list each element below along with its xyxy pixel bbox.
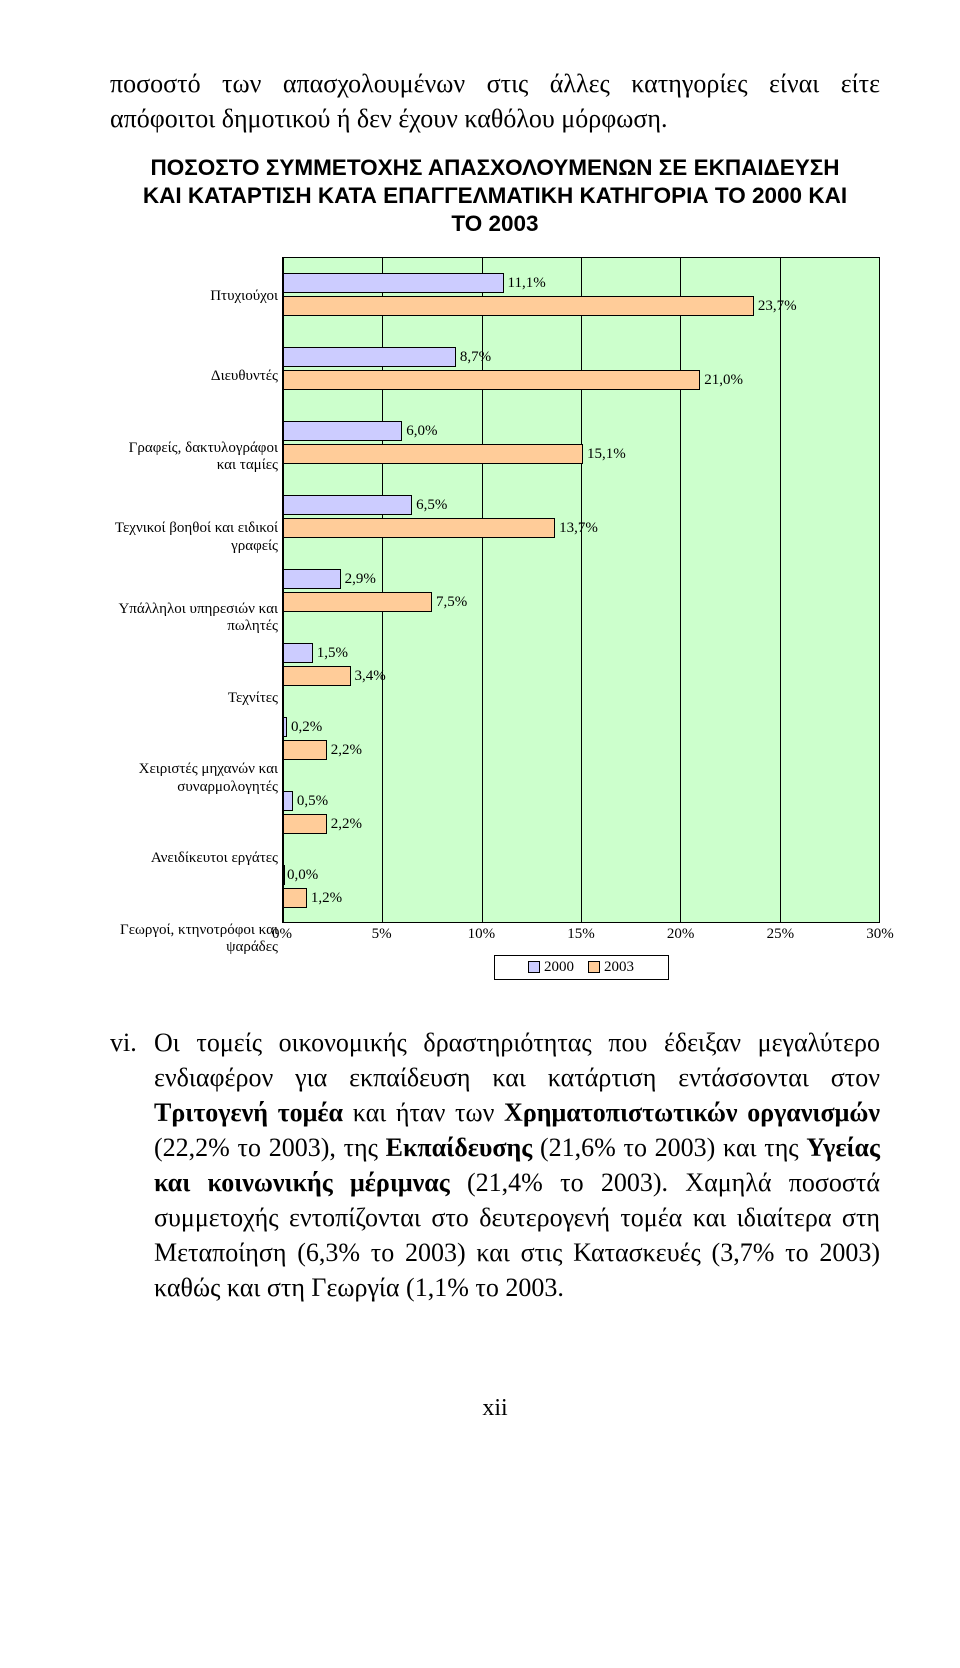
- value-label-2000: 8,7%: [456, 347, 491, 367]
- category-labels: ΠτυχιούχοιΔιευθυντέςΓραφείς, δακτυλογράφ…: [110, 257, 282, 980]
- x-tick: 30%: [866, 926, 894, 943]
- value-label-2000: 0,0%: [283, 865, 318, 885]
- value-label-2003: 2,2%: [327, 814, 362, 834]
- value-label-2000: 0,2%: [287, 717, 322, 737]
- bar-2000: [283, 347, 456, 367]
- value-label-2000: 1,5%: [313, 643, 348, 663]
- bar-2000: [283, 791, 293, 811]
- bar-2003: [283, 370, 700, 390]
- category-label: Διευθυντές: [110, 340, 278, 414]
- legend: 2000 2003: [494, 955, 669, 980]
- page-number: xii: [110, 1395, 880, 1422]
- category-label: Χειριστές μηχανών και συναρμολογητές: [110, 742, 278, 816]
- value-label-2000: 11,1%: [504, 273, 546, 293]
- x-tick: 25%: [767, 926, 795, 943]
- body-paragraph-text: Οι τομείς οικονομικής δραστηριότητας που…: [154, 1025, 880, 1306]
- chart: ΠτυχιούχοιΔιευθυντέςΓραφείς, δακτυλογράφ…: [110, 257, 880, 980]
- value-label-2003: 13,7%: [555, 518, 598, 538]
- gridline: [780, 258, 781, 922]
- legend-item-2000: 2000: [528, 959, 574, 976]
- legend-item-2003: 2003: [588, 959, 634, 976]
- intro-paragraph: ποσοστό των απασχολουμένων στις άλλες κα…: [110, 66, 880, 136]
- bar-2000: [283, 643, 313, 663]
- legend-swatch-2000: [528, 961, 540, 973]
- bar-2003: [283, 666, 351, 686]
- x-tick: 10%: [468, 926, 496, 943]
- category-label: Γεωργοί, κτηνοτρόφοι και ψαράδες: [110, 902, 278, 976]
- value-label-2000: 6,0%: [402, 421, 437, 441]
- plot-area: 11,1% 23,7% 8,7% 21,0% 6,0% 15,1% 6,5% 13,7% 2,9…: [282, 257, 880, 923]
- category-label: Τεχνικοί βοηθοί και ειδικοί γραφείς: [110, 501, 278, 575]
- value-label-2003: 2,2%: [327, 740, 362, 760]
- category-label: Γραφείς, δακτυλογράφοι και ταμίες: [110, 420, 278, 494]
- bar-2000: [283, 569, 341, 589]
- bar-2000: [283, 421, 402, 441]
- legend-label-2003: 2003: [604, 959, 634, 976]
- bar-2003: [283, 444, 583, 464]
- category-label: Τεχνίτες: [110, 661, 278, 735]
- value-label-2003: 21,0%: [700, 370, 743, 390]
- x-axis: 0%5%10%15%20%25%30%: [282, 923, 880, 945]
- value-label-2000: 2,9%: [341, 569, 376, 589]
- bar-2003: [283, 296, 754, 316]
- gridline: [581, 258, 582, 922]
- value-label-2000: 6,5%: [412, 495, 447, 515]
- bar-2003: [283, 888, 307, 908]
- bar-2003: [283, 518, 555, 538]
- category-label: Ανειδίκευτοι εργάτες: [110, 822, 278, 896]
- chart-title: ΠΟΣΟΣΤΟ ΣΥΜΜΕΤΟΧΗΣ ΑΠΑΣΧΟΛΟΥΜΕΝΩΝ ΣΕ ΕΚΠ…: [140, 154, 850, 238]
- x-tick: 5%: [372, 926, 392, 943]
- gridline: [680, 258, 681, 922]
- value-label-2003: 1,2%: [307, 888, 342, 908]
- value-label-2003: 7,5%: [432, 592, 467, 612]
- list-marker: vi.: [110, 1025, 154, 1306]
- legend-label-2000: 2000: [544, 959, 574, 976]
- body-paragraph: vi. Οι τομείς οικονομικής δραστηριότητας…: [110, 1025, 880, 1306]
- value-label-2003: 3,4%: [351, 666, 386, 686]
- bar-2000: [283, 495, 412, 515]
- category-label: Υπάλληλοι υπηρεσιών και πωλητές: [110, 581, 278, 655]
- bar-2003: [283, 814, 327, 834]
- x-tick: 0%: [272, 926, 292, 943]
- x-tick: 15%: [567, 926, 595, 943]
- value-label-2003: 15,1%: [583, 444, 626, 464]
- bar-2000: [283, 273, 504, 293]
- gridline: [879, 258, 880, 922]
- x-tick: 20%: [667, 926, 695, 943]
- value-label-2000: 0,5%: [293, 791, 328, 811]
- legend-swatch-2003: [588, 961, 600, 973]
- value-label-2003: 23,7%: [754, 296, 797, 316]
- category-label: Πτυχιούχοι: [110, 260, 278, 334]
- bar-2003: [283, 592, 432, 612]
- bar-2003: [283, 740, 327, 760]
